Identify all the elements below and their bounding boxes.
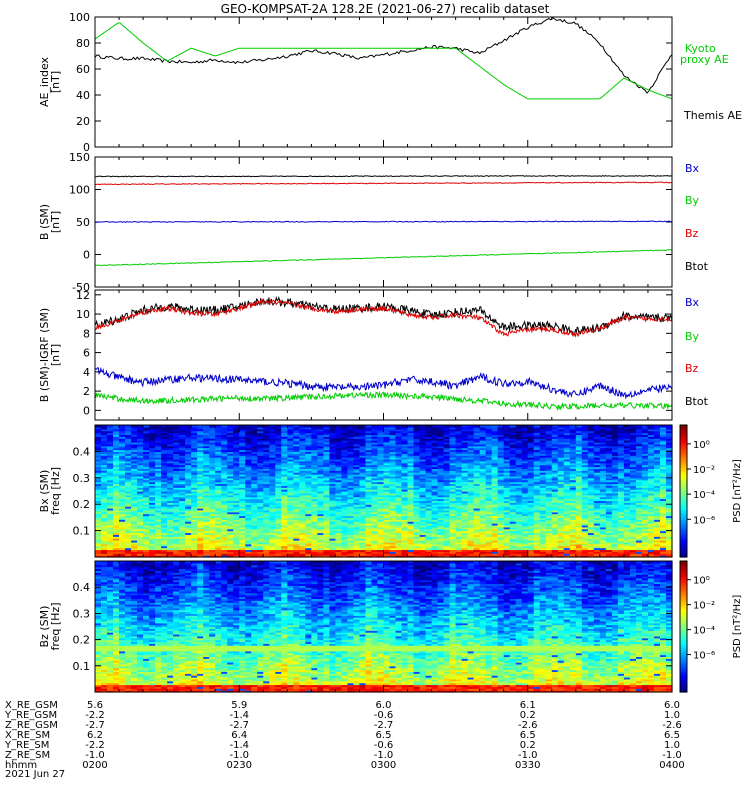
- legend-dev-bz: Bz: [685, 362, 699, 375]
- spectrogram-3: [95, 425, 673, 558]
- y-axis-label-1-1: [nT]: [49, 211, 62, 233]
- y-tick-label-0-4: 80: [76, 37, 90, 50]
- legend-dev-bx: Bx: [685, 296, 700, 309]
- y-tick-label-1-3: 100: [69, 184, 90, 197]
- y-tick-label-2-0: 0: [83, 404, 90, 417]
- series-line-ae-kyoto-proxy-ae: [95, 23, 672, 99]
- y-tick-label-0-3: 60: [76, 63, 90, 76]
- y-axis-label-2-1: [nT]: [49, 344, 62, 366]
- series-line-bsm-by: [95, 250, 672, 266]
- chart-title: GEO-KOMPSAT-2A 128.2E (2021-06-27) recal…: [221, 2, 550, 16]
- legend-dev-btot: Btot: [685, 395, 709, 408]
- y-tick-label-2-3: 6: [83, 347, 90, 360]
- series-line-ae-themis-ae: [95, 18, 672, 93]
- series-line-dev-btot: [95, 297, 672, 334]
- y-tick-label-2-2: 4: [83, 366, 90, 379]
- legend-bsm-bx: Bx: [685, 162, 700, 175]
- y-tick-label-1-1: 0: [83, 249, 90, 262]
- legend-bsm-by: By: [685, 194, 700, 207]
- legend-bsm-bz: Bz: [685, 227, 699, 240]
- series-line-bsm-bz: [95, 182, 672, 185]
- y-tick-label-1-4: 150: [69, 151, 90, 164]
- legend-bsm-btot: Btot: [685, 260, 709, 273]
- panel-frame-0: [95, 17, 672, 147]
- y-tick-label-0-5: 100: [69, 11, 90, 24]
- y-tick-label-2-4: 8: [83, 327, 90, 340]
- y-tick-label-1-2: 50: [76, 216, 90, 229]
- legend-dev-by: By: [685, 330, 700, 343]
- y-tick-label-0-2: 40: [76, 89, 90, 102]
- series-line-bsm-btot: [95, 176, 672, 177]
- legend-themis: Themis AE: [683, 109, 742, 122]
- y-tick-label-2-1: 2: [83, 385, 90, 398]
- y-tick-label-2-5: 10: [76, 308, 90, 321]
- series-line-bsm-bx: [95, 221, 672, 222]
- y-tick-label-2-6: 12: [76, 289, 90, 302]
- y-tick-label-0-1: 20: [76, 115, 90, 128]
- y-axis-label-0-1: [nT]: [49, 71, 62, 93]
- legend-kyoto-line2: proxy AE: [680, 53, 729, 66]
